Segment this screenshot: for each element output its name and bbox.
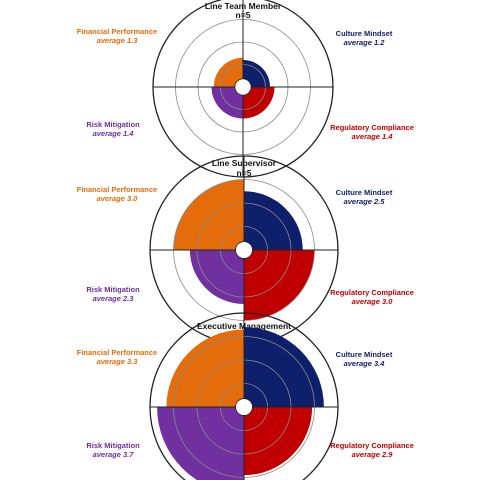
polar-chart-3: Executive Managementn=4Financial Perform… xyxy=(77,312,414,480)
wedge-risk xyxy=(157,407,244,480)
label-risk: Risk Mitigation xyxy=(86,285,140,294)
wedge-culture xyxy=(243,60,270,87)
wedge-financial xyxy=(173,179,244,250)
center-hole xyxy=(235,398,253,416)
average-culture: average 1.2 xyxy=(344,38,386,47)
label-financial: Financial Performance xyxy=(77,27,157,36)
average-financial: average 3.0 xyxy=(97,194,139,203)
label-regulatory: Regulatory Compliance xyxy=(330,288,414,297)
wedge-regulatory xyxy=(244,250,315,321)
label-financial: Financial Performance xyxy=(77,185,157,194)
label-culture: Culture Mindset xyxy=(336,29,393,38)
wedge-culture xyxy=(244,327,324,407)
center-hole xyxy=(235,241,253,259)
label-regulatory: Regulatory Compliance xyxy=(330,123,414,132)
label-culture: Culture Mindset xyxy=(336,188,393,197)
label-regulatory: Regulatory Compliance xyxy=(330,441,414,450)
label-risk: Risk Mitigation xyxy=(86,120,140,129)
wedge-financial xyxy=(166,329,244,407)
wedge-financial xyxy=(213,57,243,87)
average-risk: average 3.7 xyxy=(93,450,135,459)
average-regulatory: average 3.0 xyxy=(352,297,394,306)
wedge-regulatory xyxy=(244,407,313,476)
average-regulatory: average 2.9 xyxy=(352,450,394,459)
average-financial: average 1.3 xyxy=(97,36,139,45)
average-culture: average 3.4 xyxy=(344,359,386,368)
average-culture: average 2.5 xyxy=(344,197,386,206)
wedge-risk xyxy=(189,250,244,305)
average-risk: average 1.4 xyxy=(93,129,135,138)
average-regulatory: average 1.4 xyxy=(352,132,394,141)
label-culture: Culture Mindset xyxy=(336,350,393,359)
wedge-culture xyxy=(244,191,303,250)
average-financial: average 3.3 xyxy=(97,357,139,366)
average-risk: average 2.3 xyxy=(93,294,135,303)
center-hole xyxy=(234,78,252,96)
label-risk: Risk Mitigation xyxy=(86,441,140,450)
label-financial: Financial Performance xyxy=(77,348,157,357)
